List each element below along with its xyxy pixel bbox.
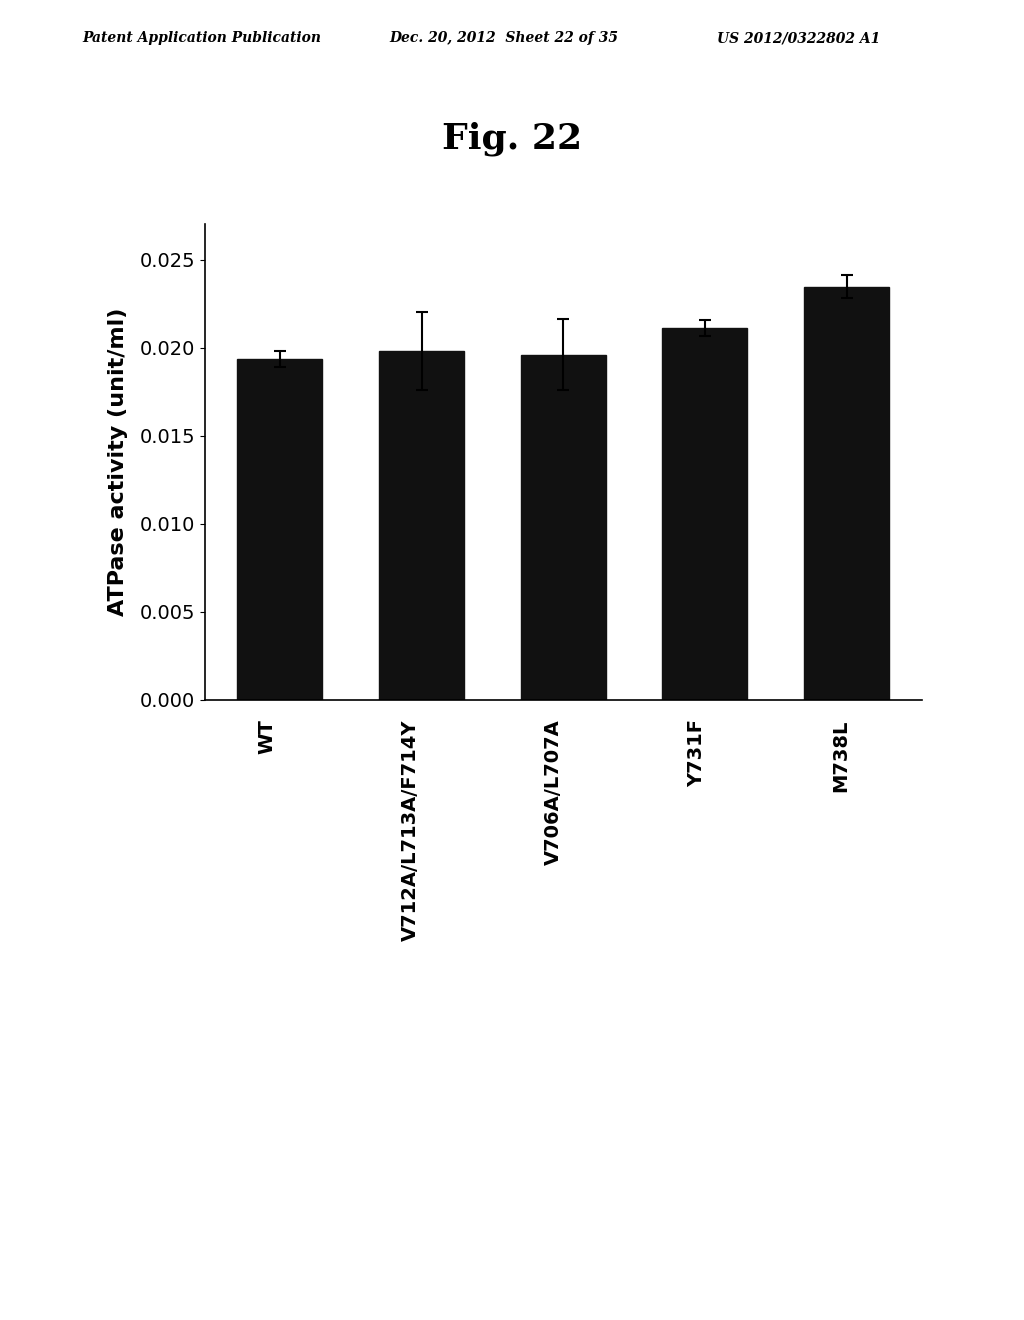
Bar [379, 351, 464, 700]
Text: M738L: M738L [830, 719, 850, 792]
Text: Patent Application Publication: Patent Application Publication [82, 32, 321, 45]
Text: US 2012/0322802 A1: US 2012/0322802 A1 [717, 32, 880, 45]
Bar [520, 355, 606, 700]
Bar [804, 286, 889, 700]
Text: Dec. 20, 2012  Sheet 22 of 35: Dec. 20, 2012 Sheet 22 of 35 [389, 32, 618, 45]
Y-axis label: ATPase activity (unit/ml): ATPase activity (unit/ml) [109, 308, 128, 616]
Text: Y731F: Y731F [687, 719, 707, 788]
Bar [663, 329, 748, 700]
Text: Fig. 22: Fig. 22 [442, 121, 582, 156]
Bar [238, 359, 323, 700]
Text: WT: WT [257, 719, 276, 754]
Text: V706A/L707A: V706A/L707A [544, 719, 563, 865]
Text: V712A/L713A/F714Y: V712A/L713A/F714Y [400, 719, 420, 941]
